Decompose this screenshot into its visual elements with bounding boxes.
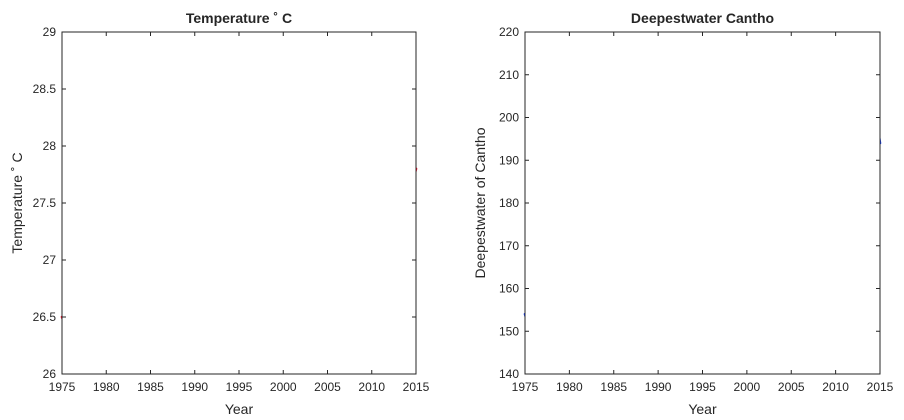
deepestwater-x-tick-label: 2005 — [778, 380, 805, 394]
temperature-x-tick-label: 1975 — [49, 380, 76, 394]
temperature-x-tick-label: 1980 — [93, 380, 120, 394]
deepestwater-y-tick-label: 170 — [499, 239, 519, 253]
deepestwater-y-tick-label: 160 — [499, 282, 519, 296]
deepestwater-x-tick-label: 1980 — [556, 380, 583, 394]
temperature-y-axis-label: Temperature ˚ C — [9, 152, 25, 253]
deepestwater-x-tick-label: 1995 — [689, 380, 716, 394]
deepestwater-y-tick-label: 140 — [499, 367, 519, 381]
temperature-y-tick-label: 28 — [43, 139, 57, 153]
deepestwater-y-tick-label: 200 — [499, 111, 519, 125]
temperature-chart-title: Temperature ˚ C — [186, 10, 292, 26]
deepestwater-y-tick-label: 180 — [499, 196, 519, 210]
deepestwater-x-tick-label: 1990 — [645, 380, 672, 394]
temperature-y-tick-label: 26.5 — [33, 310, 57, 324]
deepestwater-y-axis-label: Deepestwater of Cantho — [472, 127, 488, 278]
deepestwater-axes-box — [524, 31, 881, 375]
deepestwater-x-tick-label: 1975 — [512, 380, 539, 394]
deepestwater-x-tick-label: 2000 — [734, 380, 761, 394]
temperature-x-axis-label: Year — [225, 401, 254, 417]
deepestwater-y-tick-label: 190 — [499, 153, 519, 167]
temperature-axes-box — [61, 31, 417, 375]
temperature-x-tick-label: 2005 — [314, 380, 341, 394]
temperature-x-tick-label: 1990 — [181, 380, 208, 394]
deepestwater-y-tick-label: 210 — [499, 68, 519, 82]
deepestwater-x-tick-label: 1985 — [600, 380, 627, 394]
temperature-x-tick-label: 1995 — [226, 380, 253, 394]
deepestwater-y-tick-label: 150 — [499, 324, 519, 338]
deepestwater-x-tick-label: 2015 — [867, 380, 894, 394]
deepestwater-y-tick-label: 220 — [499, 25, 519, 39]
temperature-x-tick-label: 2010 — [358, 380, 385, 394]
temperature-x-tick-label: 1985 — [137, 380, 164, 394]
deepestwater-x-axis-label: Year — [688, 401, 717, 417]
temperature-y-tick-label: 27.5 — [33, 196, 57, 210]
temperature-y-tick-label: 26 — [43, 367, 57, 381]
temperature-chart: 1975 1980 1985 1990 1995 2000 2005 2010 2015 26 26… — [9, 10, 430, 417]
deepestwater-chart-title: Deepestwater Cantho — [631, 10, 774, 26]
temperature-y-tick-label: 29 — [43, 25, 57, 39]
temperature-x-tick-label: 2015 — [403, 380, 430, 394]
temperature-y-tick-label: 27 — [43, 253, 57, 267]
temperature-x-tick-label: 2000 — [270, 380, 297, 394]
temperature-y-tick-label: 28.5 — [33, 82, 57, 96]
deepestwater-chart: 1975 1980 1985 1990 1995 2000 2005 2010 2015 140 1… — [472, 10, 894, 417]
deepestwater-x-tick-label: 2010 — [822, 380, 849, 394]
